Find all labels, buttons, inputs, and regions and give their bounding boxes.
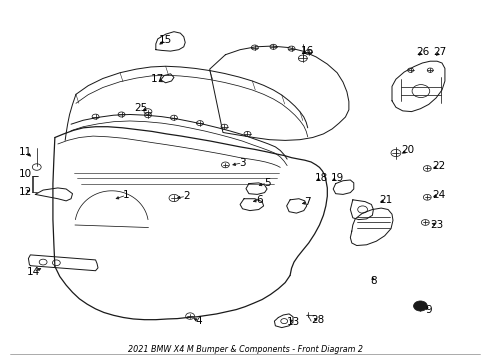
Text: 20: 20 bbox=[401, 145, 414, 156]
Text: 2: 2 bbox=[183, 191, 190, 201]
Text: 7: 7 bbox=[304, 197, 311, 207]
Text: 16: 16 bbox=[301, 46, 315, 56]
Text: 24: 24 bbox=[432, 190, 445, 200]
Text: 1: 1 bbox=[123, 190, 130, 200]
Text: 23: 23 bbox=[430, 220, 444, 230]
Text: 14: 14 bbox=[26, 267, 40, 277]
Text: 4: 4 bbox=[195, 316, 202, 326]
Text: 5: 5 bbox=[264, 178, 270, 188]
Text: 2021 BMW X4 M Bumper & Components - Front Diagram 2: 2021 BMW X4 M Bumper & Components - Fron… bbox=[127, 345, 363, 354]
Text: 19: 19 bbox=[330, 173, 344, 183]
Text: 8: 8 bbox=[370, 276, 377, 286]
Text: 13: 13 bbox=[286, 317, 300, 327]
Text: 17: 17 bbox=[151, 74, 165, 84]
Text: 11: 11 bbox=[19, 147, 32, 157]
Text: 22: 22 bbox=[432, 161, 445, 171]
Text: 18: 18 bbox=[314, 173, 328, 183]
Text: 15: 15 bbox=[159, 35, 172, 45]
Text: 3: 3 bbox=[239, 158, 246, 168]
Circle shape bbox=[414, 301, 427, 311]
Text: 21: 21 bbox=[379, 195, 393, 205]
Text: 12: 12 bbox=[19, 186, 32, 197]
Text: 25: 25 bbox=[134, 103, 148, 113]
Text: 26: 26 bbox=[416, 47, 429, 57]
Text: 6: 6 bbox=[256, 195, 263, 205]
Text: 10: 10 bbox=[19, 168, 32, 179]
Text: 9: 9 bbox=[425, 305, 432, 315]
Text: 27: 27 bbox=[433, 47, 447, 57]
Text: 28: 28 bbox=[311, 315, 324, 325]
